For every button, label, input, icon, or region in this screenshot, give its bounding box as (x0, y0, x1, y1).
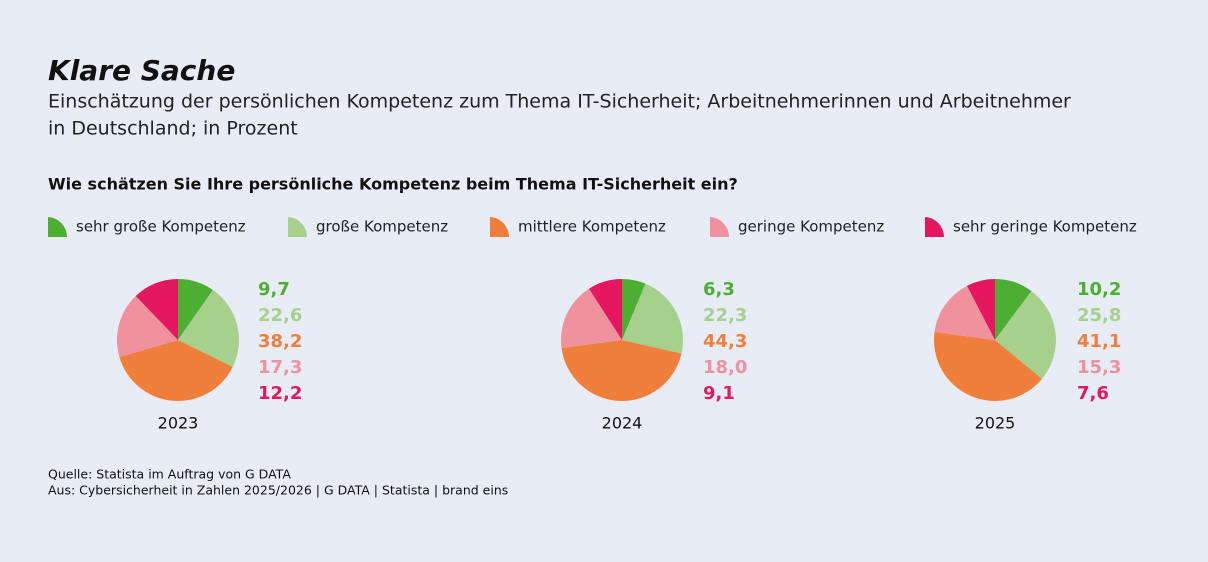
value-label: 12,2 (258, 383, 302, 404)
value-label: 10,2 (1077, 279, 1121, 300)
value-label: 17,3 (258, 357, 302, 378)
pie-slice (622, 283, 683, 354)
legend-label: große Kompetenz (316, 218, 448, 236)
legend-swatch (490, 217, 510, 237)
pie-slice (966, 279, 995, 340)
pie-slice (934, 331, 1043, 401)
pie-slice (116, 296, 178, 358)
title: Klare Sache (48, 54, 235, 87)
value-label: 44,3 (703, 331, 747, 352)
legend-swatch (288, 217, 307, 237)
pie-slice (561, 340, 682, 402)
legend-label: geringe Kompetenz (738, 218, 884, 236)
pie-slice (622, 278, 646, 340)
legend-label: sehr geringe Kompetenz (953, 218, 1137, 236)
subtitle: Einschätzung der persönlichen Kompetenz … (48, 91, 1071, 113)
value-label: 38,2 (258, 331, 302, 352)
pie-slice (588, 279, 622, 340)
value-label: 22,6 (258, 305, 302, 326)
value-label: 9,7 (258, 279, 290, 300)
pie-label: 2023 (158, 414, 199, 433)
source: Quelle: Statista im Auftrag von G DATA (48, 467, 291, 482)
value-label: 22,3 (703, 305, 747, 326)
pie-slice (560, 288, 622, 349)
legend-swatch (710, 217, 730, 237)
question: Wie schätzen Sie Ihre persönliche Kompet… (48, 175, 738, 194)
pie-slice (995, 291, 1056, 379)
value-label: 25,8 (1077, 305, 1121, 326)
pie-slice (995, 279, 1032, 340)
value-label: 7,6 (1077, 383, 1109, 404)
legend-label: sehr große Kompetenz (76, 218, 246, 236)
source: Aus: Cybersicherheit in Zahlen 2025/2026… (48, 483, 508, 498)
pie-slice (178, 289, 239, 368)
pie-label: 2024 (602, 414, 643, 433)
legend-label: mittlere Kompetenz (518, 218, 666, 236)
value-label: 15,3 (1077, 357, 1121, 378)
legend-swatch (925, 217, 945, 237)
value-label: 41,1 (1077, 331, 1121, 352)
pie-slice (934, 285, 995, 340)
subtitle: in Deutschland; in Prozent (48, 118, 298, 140)
value-label: 9,1 (703, 383, 735, 404)
pie-slice (135, 279, 178, 340)
legend-swatch (48, 217, 68, 237)
pie-slice (178, 279, 213, 340)
value-label: 6,3 (703, 279, 735, 300)
pie-slice (119, 340, 233, 401)
value-label: 18,0 (703, 357, 747, 378)
pie-label: 2025 (975, 414, 1016, 433)
